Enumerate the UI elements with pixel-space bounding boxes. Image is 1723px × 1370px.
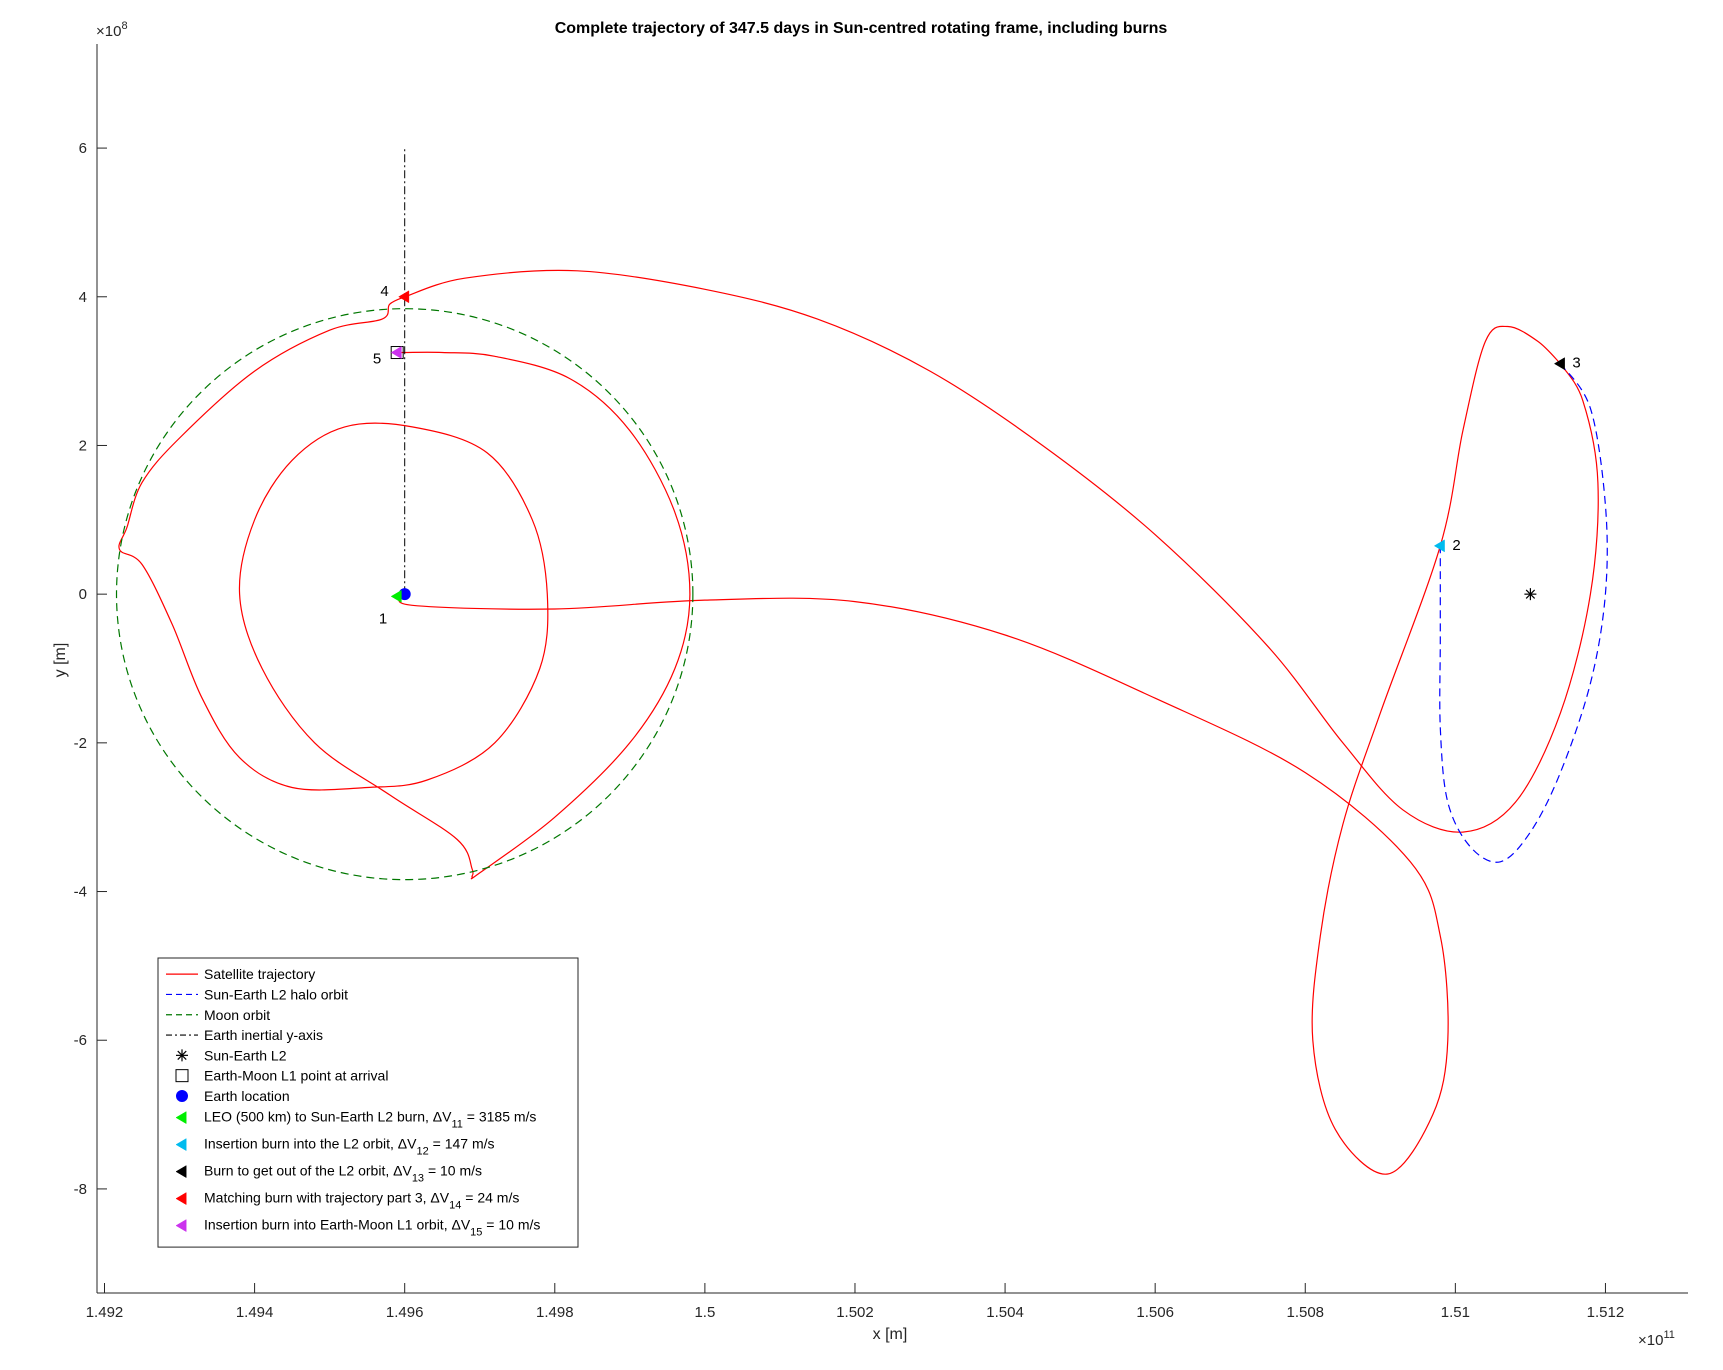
x-tick-label: 1.502 xyxy=(836,1304,874,1321)
y-exponent-power: 8 xyxy=(121,20,127,32)
legend-label: Moon orbit xyxy=(204,1007,270,1023)
legend-label: Earth inertial y-axis xyxy=(204,1027,323,1043)
burn-3-marker xyxy=(1553,357,1565,371)
series-layer xyxy=(115,148,1608,1175)
chart-title: Complete trajectory of 347.5 days in Sun… xyxy=(555,20,1168,37)
legend-entry: LEO (500 km) to Sun-Earth L2 burn, ΔV11 … xyxy=(175,1109,536,1131)
y-tick-label: 0 xyxy=(79,586,87,603)
svg-text:×1011: ×1011 xyxy=(1638,1329,1675,1349)
legend-label: Matching burn with trajectory part 3, ΔV… xyxy=(204,1190,519,1212)
legend-entry: Sun-Earth L2 halo orbit xyxy=(166,986,348,1002)
legend-label: Sun-Earth L2 xyxy=(204,1047,287,1063)
x-tick-label: 1.498 xyxy=(536,1304,574,1321)
x-tick-label: 1.512 xyxy=(1587,1304,1625,1321)
y-tick-label: 2 xyxy=(79,437,87,454)
legend-entry: Moon orbit xyxy=(166,1007,270,1023)
burn-2-marker xyxy=(1433,539,1445,553)
y-tick-label: 6 xyxy=(79,140,87,157)
legend-label: Sun-Earth L2 halo orbit xyxy=(204,986,348,1002)
x-tick-label: 1.496 xyxy=(386,1304,424,1321)
y-axis-label: y [m] xyxy=(52,643,69,678)
x-exponent-power: 11 xyxy=(1663,1329,1674,1341)
legend-label: Burn to get out of the L2 orbit, ΔV13 = … xyxy=(204,1163,482,1185)
burn-1-marker xyxy=(390,589,402,603)
legend-label: Insertion burn into the L2 orbit, ΔV12 =… xyxy=(204,1136,495,1158)
x-tick-label: 1.51 xyxy=(1441,1304,1470,1321)
legend-entry: Earth location xyxy=(176,1088,290,1104)
legend-label: LEO (500 km) to Sun-Earth L2 burn, ΔV11 … xyxy=(204,1109,536,1131)
y-tick-label: 4 xyxy=(79,289,87,306)
legend-label: Insertion burn into Earth-Moon L1 orbit,… xyxy=(204,1217,540,1239)
moon-orbit-ellipse xyxy=(115,308,694,881)
burn-3-label: 3 xyxy=(1572,355,1580,372)
x-tick-label: 1.506 xyxy=(1136,1304,1174,1321)
legend: Satellite trajectory Sun-Earth L2 halo or… xyxy=(157,957,579,1248)
x-tick-label: 1.504 xyxy=(986,1304,1024,1321)
marker-layer: 1 2 3 4 5 xyxy=(373,283,1581,628)
legend-box xyxy=(157,957,579,1248)
svg-text:×108: ×108 xyxy=(96,20,128,40)
legend-entry: Satellite trajectory xyxy=(166,966,315,982)
x-tick-label: 1.492 xyxy=(86,1304,124,1321)
x-tick-label: 1.494 xyxy=(236,1304,274,1321)
legend-label: Satellite trajectory xyxy=(204,966,315,982)
legend-entry: Sun-Earth L2 xyxy=(176,1047,287,1063)
axes: 1.492 1.494 1.496 1.498 1.5 1.502 1.504 1.506 1.… xyxy=(74,44,1688,1321)
x-tick-label: 1.508 xyxy=(1286,1304,1324,1321)
y-axis-exponent: ×108 xyxy=(96,20,128,40)
sun-earth-l2-halo-orbit-line xyxy=(1439,363,1608,863)
legend-entry: Earth-Moon L1 point at arrival xyxy=(175,1068,388,1084)
burn-4-label: 4 xyxy=(380,283,388,300)
satellite-trajectory-segment-3 xyxy=(118,296,691,880)
legend-entry: Burn to get out of the L2 orbit, ΔV13 = … xyxy=(175,1163,482,1185)
earth-location-marker xyxy=(398,588,411,601)
legend-label: Earth-Moon L1 point at arrival xyxy=(204,1068,388,1084)
y-tick-label: -4 xyxy=(74,884,87,901)
y-tick-label: -6 xyxy=(74,1032,87,1049)
x-exponent-base: ×10 xyxy=(1638,1332,1663,1349)
burn-1-label: 1 xyxy=(379,610,387,627)
burn-5-marker xyxy=(390,346,402,359)
y-tick-label: -2 xyxy=(74,735,87,752)
y-tick-label: -8 xyxy=(74,1181,87,1198)
burn-2-label: 2 xyxy=(1452,537,1460,554)
legend-entry: Insertion burn into the L2 orbit, ΔV12 =… xyxy=(175,1136,495,1158)
x-axis-label: x [m] xyxy=(873,1326,908,1343)
sun-earth-l2-marker xyxy=(1524,588,1537,601)
legend-entry: Earth inertial y-axis xyxy=(166,1027,323,1043)
y-exponent-base: ×10 xyxy=(96,23,121,40)
legend-entry: Matching burn with trajectory part 3, ΔV… xyxy=(175,1190,519,1212)
x-tick-label: 1.5 xyxy=(694,1304,715,1321)
x-axis-exponent: ×1011 xyxy=(1638,1329,1675,1349)
satellite-trajectory-segment-1 xyxy=(398,325,1561,1175)
burn-4-marker xyxy=(398,290,410,304)
legend-label: Earth location xyxy=(204,1088,290,1104)
satellite-trajectory-segment-2 xyxy=(404,269,1599,833)
legend-entry: Insertion burn into Earth-Moon L1 orbit,… xyxy=(175,1217,540,1239)
burn-5-label: 5 xyxy=(373,351,381,368)
